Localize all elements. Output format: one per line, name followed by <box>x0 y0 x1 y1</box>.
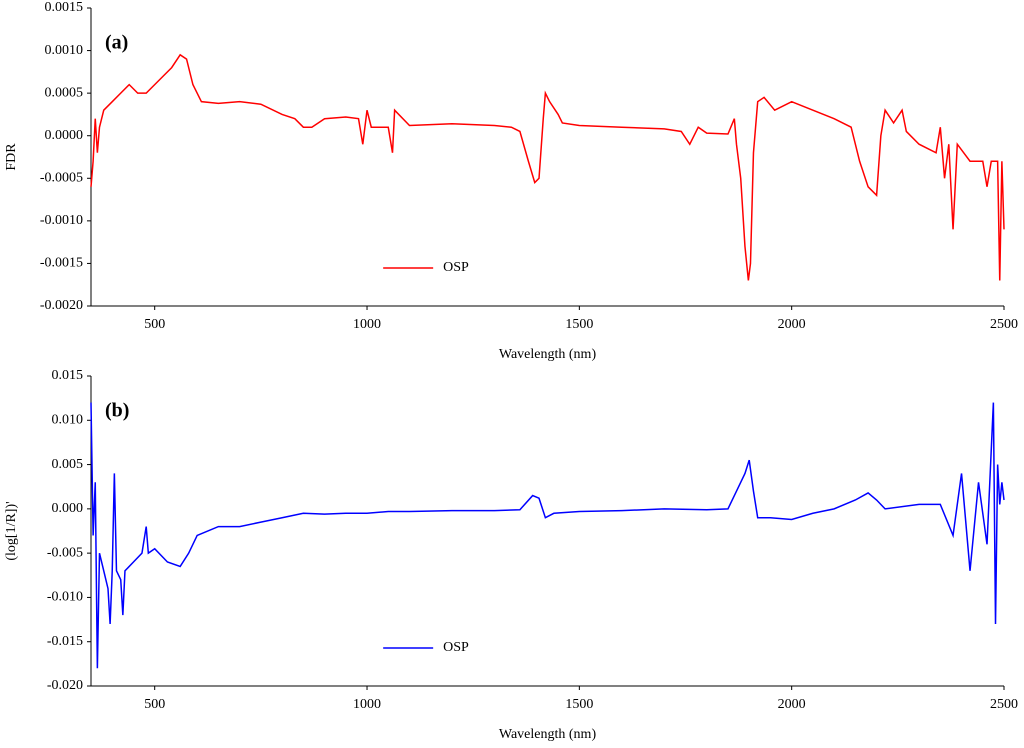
legend-label: OSP <box>443 260 469 275</box>
y-tick-label: 0.010 <box>52 413 84 428</box>
x-tick-label: 1000 <box>353 697 381 712</box>
y-tick-label: -0.0010 <box>40 213 83 228</box>
y-tick-label: 0.0010 <box>45 43 84 58</box>
panel-label: (b) <box>105 400 129 422</box>
y-tick-label: 0.005 <box>52 457 84 472</box>
x-tick-label: 1500 <box>565 697 593 712</box>
x-axis-label: Wavelength (nm) <box>499 347 597 362</box>
x-tick-label: 2500 <box>990 317 1018 332</box>
y-tick-label: -0.0015 <box>40 256 83 271</box>
legend-label: OSP <box>443 640 469 655</box>
x-tick-label: 2000 <box>778 697 806 712</box>
data-line <box>90 53 1005 281</box>
x-axis-label: Wavelength (nm) <box>499 727 597 742</box>
panel-label: (a) <box>105 32 128 54</box>
x-tick-label: 500 <box>144 317 165 332</box>
y-tick-label: -0.015 <box>47 634 83 649</box>
x-tick-label: 1000 <box>353 317 381 332</box>
y-tick-label: 0.0015 <box>45 0 84 15</box>
y-tick-label: -0.0020 <box>40 298 83 313</box>
y-tick-label: -0.0005 <box>40 171 83 186</box>
y-tick-label: 0.000 <box>52 501 84 516</box>
x-tick-label: 1500 <box>565 317 593 332</box>
data-line <box>90 402 1005 669</box>
y-axis-label: (log[1/R])' <box>4 501 19 560</box>
x-tick-label: 500 <box>144 697 165 712</box>
y-tick-label: 0.0005 <box>45 85 84 100</box>
y-tick-label: -0.010 <box>47 590 83 605</box>
y-tick-label: -0.005 <box>47 545 83 560</box>
y-axis-label: FDR <box>4 143 19 171</box>
y-tick-label: 0.0000 <box>45 128 84 143</box>
x-tick-label: 2000 <box>778 317 806 332</box>
x-tick-label: 2500 <box>990 697 1018 712</box>
y-tick-label: -0.020 <box>47 678 83 693</box>
y-tick-label: 0.015 <box>52 368 84 383</box>
